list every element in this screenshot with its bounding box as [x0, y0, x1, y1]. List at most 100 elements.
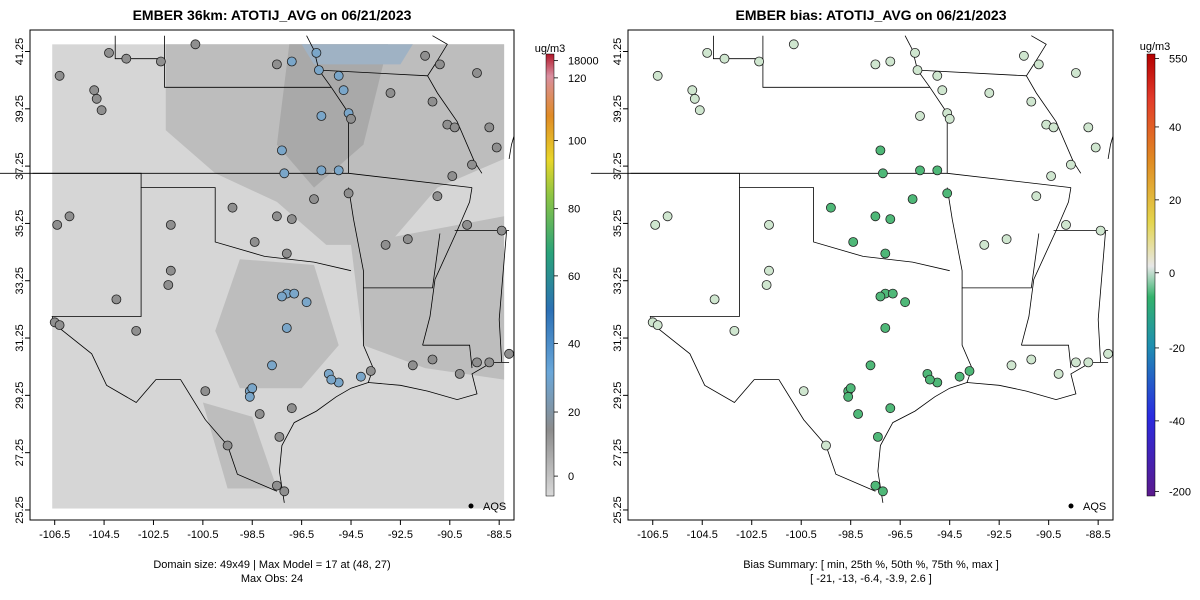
colorbar-tick-label: 0 — [568, 471, 574, 483]
colorbar-tick-label: 550 — [1169, 53, 1187, 65]
station-marker — [912, 65, 923, 75]
station-marker — [271, 480, 282, 491]
station-marker — [853, 409, 863, 419]
right-colorbar-unit: ug/m3 — [1140, 41, 1171, 53]
left-colorbar — [545, 53, 555, 497]
station-marker — [915, 165, 925, 176]
x-tick-label: -92.5 — [987, 529, 1012, 541]
state-border — [164, 35, 332, 88]
station-marker — [878, 486, 888, 497]
station-marker — [91, 93, 102, 104]
station-marker — [222, 440, 233, 451]
y-tick-label: 25.25 — [612, 496, 624, 524]
station-marker — [165, 265, 176, 276]
colorbar-tick-label: 18000 — [568, 56, 599, 68]
station-marker — [163, 280, 174, 290]
right-footer-line1: Bias Summary: [ min, 25th %, 50th %, 75t… — [743, 559, 999, 571]
station-marker — [907, 194, 918, 205]
left-colorbar-unit: ug/m3 — [535, 43, 566, 55]
coastline — [278, 362, 510, 503]
station-marker — [798, 386, 809, 397]
colorbar-tick-label: 20 — [1169, 195, 1181, 207]
state-border — [0, 172, 352, 272]
y-tick-label: 33.25 — [612, 267, 624, 295]
y-tick-label: 25.25 — [14, 496, 26, 524]
station-marker — [875, 145, 886, 156]
station-marker — [1090, 142, 1101, 153]
station-marker — [286, 56, 297, 67]
x-tick-label: -92.5 — [388, 529, 413, 541]
station-marker — [54, 320, 65, 331]
station-marker — [504, 348, 515, 359]
station-marker — [121, 53, 132, 64]
colorbar-tick-label: 40 — [568, 339, 580, 351]
right-colorbar-ticks: 550 40 20 0 -20 -40 -200 — [1155, 53, 1191, 499]
station-marker — [1071, 357, 1081, 368]
station-marker — [491, 142, 502, 153]
station-marker — [662, 211, 673, 222]
y-tick-label: 33.25 — [14, 267, 26, 295]
station-marker — [434, 59, 445, 70]
station-marker — [484, 122, 495, 133]
station-marker — [764, 265, 774, 276]
station-marker — [289, 288, 300, 299]
model-patch — [215, 259, 339, 389]
station-marker — [702, 48, 713, 58]
right-footer-line2: [ -21, -13, -6.4, -3.9, 2.6 ] — [810, 573, 932, 585]
state-border — [649, 187, 740, 323]
state-border — [498, 230, 507, 363]
station-marker — [910, 48, 920, 58]
station-marker — [932, 165, 943, 176]
station-marker — [821, 440, 831, 451]
x-tick-label: -106.5 — [637, 529, 668, 541]
left-footer-line1: Domain size: 49x49 | Max Model = 17 at (… — [153, 559, 390, 571]
station-marker — [301, 297, 312, 308]
station-marker — [870, 211, 881, 222]
station-marker — [1033, 59, 1044, 70]
station-marker — [687, 85, 698, 96]
station-marker — [875, 291, 886, 302]
station-marker — [276, 291, 287, 302]
colorbar-tick-label: -200 — [1169, 487, 1191, 499]
station-marker — [52, 219, 63, 230]
station-marker — [279, 168, 290, 179]
y-tick-label: 37.25 — [14, 152, 26, 180]
station-marker — [887, 288, 898, 299]
station-marker — [96, 105, 107, 116]
x-tick-label: -98.5 — [838, 529, 863, 541]
station-marker — [311, 48, 322, 58]
station-marker — [281, 248, 292, 259]
station-marker — [764, 219, 774, 230]
station-marker — [729, 325, 740, 336]
colorbar-tick-label: 40 — [1169, 122, 1181, 134]
right-legend: AQS — [1068, 501, 1106, 513]
left-legend-label: AQS — [483, 501, 506, 513]
station-marker — [694, 105, 705, 116]
colorbar-tick-label: 60 — [568, 271, 580, 283]
station-marker — [407, 360, 418, 371]
x-tick-label: -94.5 — [338, 529, 363, 541]
right-map — [590, 35, 1114, 503]
station-marker — [247, 383, 258, 394]
x-tick-label: -104.5 — [687, 529, 718, 541]
station-marker — [1026, 96, 1037, 107]
left-footer-line2: Max Obs: 24 — [241, 573, 303, 585]
station-marker — [333, 165, 344, 176]
station-marker — [365, 366, 376, 376]
station-marker — [865, 360, 876, 371]
station-marker — [1046, 171, 1056, 182]
state-border — [1021, 187, 1072, 346]
station-marker — [1019, 50, 1029, 61]
state-border — [306, 35, 332, 88]
state-border — [929, 87, 948, 174]
state-border — [422, 344, 473, 369]
state-border — [1097, 230, 1106, 363]
station-marker — [343, 188, 354, 199]
station-marker — [249, 237, 260, 247]
colorbar-tick-label: 20 — [568, 407, 580, 419]
station-marker — [89, 85, 100, 96]
colorbar-tick-label: 100 — [568, 136, 586, 148]
station-marker — [279, 486, 290, 497]
station-marker — [900, 297, 910, 308]
station-marker — [484, 357, 495, 368]
